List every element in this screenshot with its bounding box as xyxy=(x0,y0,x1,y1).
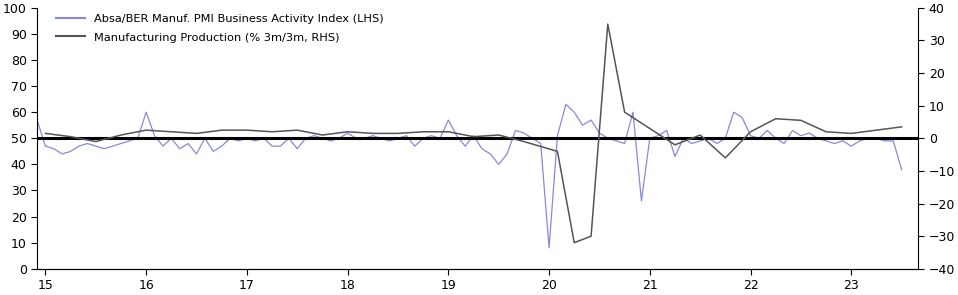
Legend: Absa/BER Manuf. PMI Business Activity Index (LHS), Manufacturing Production (% 3: Absa/BER Manuf. PMI Business Activity In… xyxy=(52,8,388,47)
